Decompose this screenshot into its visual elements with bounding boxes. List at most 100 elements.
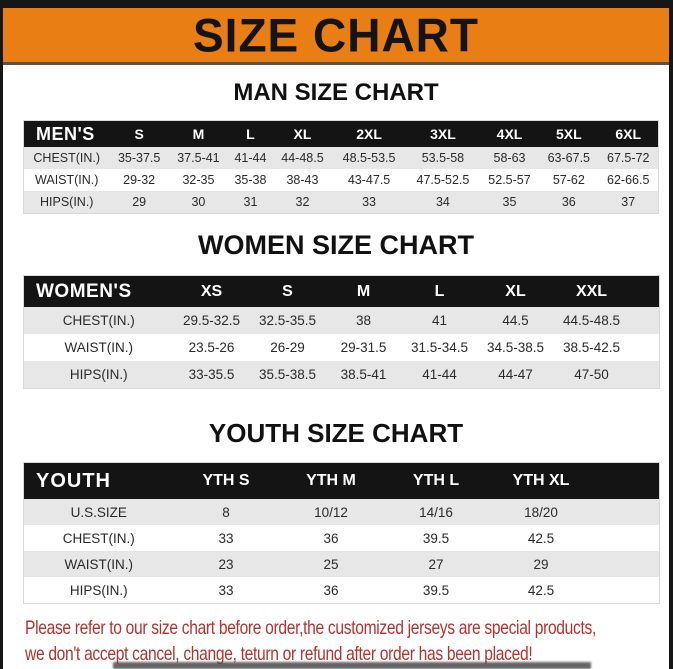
size-value-cell [594, 577, 660, 604]
size-header-cell: 4XL [479, 120, 540, 147]
size-value-cell: 33 [218, 530, 234, 546]
size-value-cell [630, 334, 660, 361]
size-value-cell: 47.5-52.5 [416, 173, 470, 187]
size-value-cell: 42.5 [527, 530, 555, 546]
size-header-cell: XL [272, 120, 333, 147]
row-label-cell: HIPS(IN.) [69, 582, 128, 598]
size-value-cell [594, 499, 660, 525]
size-value-cell: 53.5-58 [421, 151, 465, 165]
size-header-cell: XL [477, 275, 554, 307]
row-label-cell: CHEST(IN.) [33, 151, 101, 165]
page-title: SIZE CHART [193, 8, 479, 62]
size-header-cell [593, 462, 660, 499]
size-value-cell: 36 [323, 582, 339, 598]
man-size-chart-section: MAN SIZE CHART MEN'S S M L XL 2XL 3XL 4XL 5XL 6XL… [3, 79, 669, 214]
size-header-cell: S [249, 275, 326, 307]
women-size-chart-section: WOMEN SIZE CHART WOMEN'S XS S M L XL XXL CHEST(… [3, 230, 669, 389]
measurement-row: WAIST(IN.) 23 25 27 29 [23, 551, 660, 577]
size-value-cell: 38-43 [286, 173, 319, 187]
size-value-cell: 44.5 [502, 313, 529, 328]
size-value-cell: 41-44 [234, 151, 267, 165]
size-header-cell: 6XL [598, 120, 659, 147]
size-value-cell: 52.5-57 [488, 173, 531, 187]
size-header-cell: M [325, 275, 402, 307]
row-label-cell: WAIST(IN.) [35, 173, 99, 187]
size-value-cell: 34 [435, 195, 450, 209]
size-value-cell: 33 [218, 582, 234, 598]
size-value-cell: 29.5-32.5 [182, 313, 241, 328]
measurement-row: WAIST(IN.) 29-32 32-35 35-38 38-43 43-47.5 47.… [23, 169, 659, 191]
disclaimer-line-1: Please refer to our size chart before or… [25, 617, 597, 639]
women-size-table: WOMEN'S XS S M L XL XXL CHEST(IN.) 29.5-32.5 32.5… [23, 275, 660, 389]
size-value-cell: 25 [323, 556, 339, 572]
size-value-cell: 37 [621, 195, 636, 209]
bottom-cutoff-bar [113, 662, 591, 669]
size-value-cell: 43-47.5 [347, 173, 391, 187]
measurement-row: HIPS(IN.) 33-35.5 35.5-38.5 38.5-41 41-44 44-… [23, 361, 660, 389]
size-value-cell: 23.5-26 [188, 340, 235, 355]
size-value-cell: 67.5-72 [607, 151, 650, 165]
size-value-cell: 33 [362, 195, 376, 209]
size-value-cell: 10/12 [314, 504, 348, 520]
size-value-cell: 48.5-53.5 [342, 151, 396, 165]
size-value-cell: 42.5 [527, 582, 555, 598]
size-header-cell: L [401, 275, 478, 307]
size-header-cell: L [228, 120, 273, 147]
banner: SIZE CHART [3, 8, 669, 65]
size-value-cell: 29-31.5 [340, 340, 387, 355]
row-label-cell: HIPS(IN.) [69, 367, 128, 382]
table-header-row: YOUTH YTH S YTH M YTH L YTH XL [23, 462, 660, 499]
measurement-row: CHEST(IN.) 35-37.5 37.5-41 41-44 44-48.5 48.5… [23, 147, 659, 169]
table-title-cell: YOUTH [23, 462, 174, 499]
size-value-cell: 39.5 [422, 582, 450, 598]
measurement-row: U.S.SIZE 8 10/12 14/16 18/20 [23, 499, 660, 525]
size-value-cell [594, 551, 660, 577]
size-header-cell: M [168, 120, 229, 147]
size-value-cell: 41 [431, 313, 448, 328]
size-value-cell: 36 [323, 530, 339, 546]
size-value-cell: 38 [355, 313, 372, 328]
size-value-cell: 57-62 [552, 173, 585, 187]
youth-size-table: YOUTH YTH S YTH M YTH L YTH XL U.S.SIZE 8 10/12… [23, 462, 660, 604]
section-title-man: MAN SIZE CHART [233, 79, 439, 106]
row-label-cell: WAIST(IN.) [64, 340, 134, 355]
size-value-cell: 31.5-34.5 [410, 340, 469, 355]
size-value-cell: 35.5-38.5 [258, 367, 317, 382]
size-value-cell: 14/16 [419, 504, 453, 520]
table-title-cell: MEN'S [23, 120, 110, 147]
size-header-cell: 2XL [332, 120, 406, 147]
size-value-cell: 29-32 [123, 173, 156, 187]
section-title-youth: YOUTH SIZE CHART [208, 418, 464, 448]
disclaimer-line-2: we don't accept cancel, change, teturn o… [25, 643, 533, 665]
size-value-cell: 38.5-41 [340, 367, 387, 382]
size-value-cell: 32.5-35.5 [258, 313, 317, 328]
size-value-cell: 47-50 [574, 367, 609, 382]
size-value-cell [594, 525, 660, 551]
size-value-cell: 37.5-41 [177, 151, 220, 165]
size-value-cell: 35-38 [234, 173, 267, 187]
section-title-women: WOMEN SIZE CHART [198, 230, 474, 260]
size-value-cell: 26-29 [270, 340, 305, 355]
size-value-cell: 29 [132, 195, 147, 209]
size-value-cell: 35 [502, 195, 517, 209]
row-label-cell: WAIST(IN.) [64, 556, 134, 572]
size-header-cell [629, 275, 660, 307]
size-value-cell: 27 [428, 556, 444, 572]
size-header-cell: 5XL [539, 120, 599, 147]
size-value-cell: 63-67.5 [547, 151, 590, 165]
size-value-cell: 41-44 [422, 367, 457, 382]
size-value-cell: 35-37.5 [117, 151, 161, 165]
size-header-cell: YTH S [173, 462, 279, 499]
size-value-cell: 34.5-38.5 [486, 340, 545, 355]
size-header-cell: XXL [553, 275, 630, 307]
measurement-row: HIPS(IN.) 33 36 39.5 42.5 [23, 577, 660, 604]
men-size-table: MEN'S S M L XL 2XL 3XL 4XL 5XL 6XL CHEST(IN.) 35-37… [23, 120, 659, 214]
size-value-cell: 23 [218, 556, 234, 572]
measurement-row: HIPS(IN.) 29 30 31 32 33 34 35 36 37 [23, 191, 659, 214]
size-header-cell: XS [173, 275, 250, 307]
size-header-cell: 3XL [405, 120, 480, 147]
size-header-cell: YTH XL [488, 462, 594, 499]
row-label-cell: CHEST(IN.) [62, 313, 135, 328]
top-border-strip [3, 0, 669, 8]
